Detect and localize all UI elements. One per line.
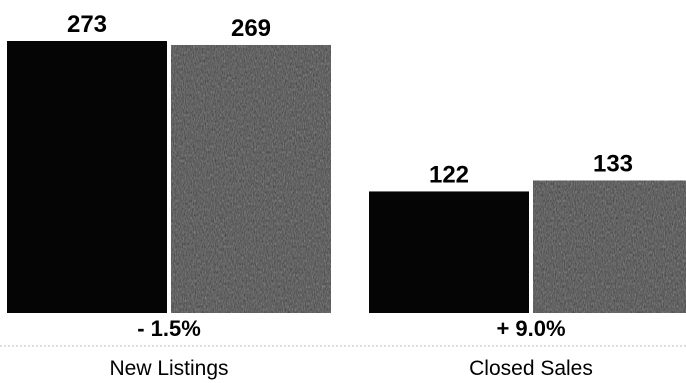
value-label-1-0: 122	[429, 161, 469, 188]
category-label-0: New Listings	[109, 357, 228, 380]
value-label-0-0: 273	[67, 11, 107, 38]
labels-layer: 273 269 - 1.5% New Listings 122 133 + 9.0% Clos…	[67, 11, 633, 380]
bar-1-1	[533, 180, 686, 313]
bar-0-1	[171, 44, 331, 313]
bar-1-0	[369, 191, 529, 313]
change-label-0: - 1.5%	[137, 316, 201, 341]
value-label-1-1: 133	[593, 150, 633, 177]
value-label-0-1: 269	[231, 15, 271, 42]
bar-0-0	[7, 41, 167, 313]
bars-layer	[7, 41, 686, 313]
category-label-1: Closed Sales	[469, 357, 593, 380]
change-label-1: + 9.0%	[496, 316, 565, 341]
